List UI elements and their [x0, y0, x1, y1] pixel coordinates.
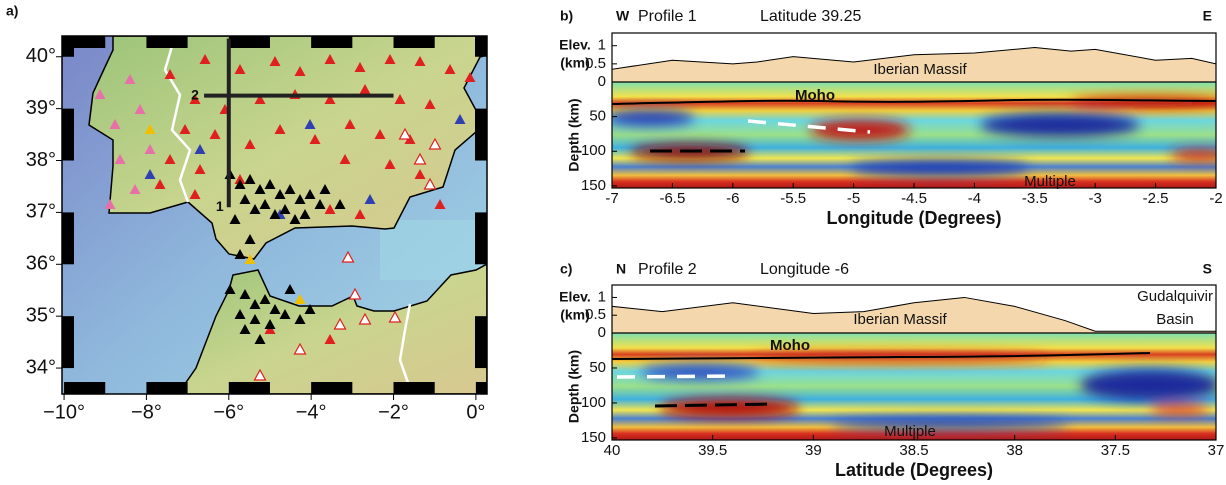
x-tick-label: −4°	[296, 401, 327, 423]
border-band	[62, 109, 74, 161]
x-axis-title: Longitude (Degrees)	[826, 208, 1001, 228]
x-tick-label: 39.5	[698, 442, 727, 459]
y-tick-label: 38°	[26, 149, 56, 171]
profile-label: 2	[191, 86, 199, 102]
x-tick-label: 38	[1006, 442, 1023, 459]
x-tick-label: 37	[1208, 442, 1225, 459]
border-band	[229, 382, 270, 394]
left-end: N	[616, 261, 626, 277]
section-image	[605, 82, 1226, 188]
y-tick-label: 150	[581, 429, 606, 446]
x-tick-label: -4.5	[901, 190, 927, 207]
border-band	[64, 382, 105, 394]
x-tick-label: -3.5	[1022, 190, 1048, 207]
border-band	[62, 212, 74, 264]
x-tick-label: 37.5	[1101, 442, 1130, 459]
border-band	[475, 316, 487, 368]
panel-label: a)	[6, 3, 18, 19]
y-tick-label: 36°	[26, 253, 56, 275]
border-band	[146, 36, 187, 48]
x-tick-label: -7	[605, 190, 618, 207]
border-band	[476, 382, 487, 394]
y-tick-label: 0	[598, 324, 606, 341]
x-tick-label: −8°	[131, 401, 162, 423]
border-band	[311, 382, 352, 394]
right-end: S	[1203, 261, 1212, 277]
y-tick-label: 39°	[26, 97, 56, 119]
y-tick-label: 0	[598, 73, 606, 90]
border-band	[62, 36, 74, 57]
border-band	[394, 36, 435, 48]
y-tick-label: 40°	[26, 45, 56, 67]
border-band	[229, 36, 270, 48]
elev-axis-title: Elev.	[559, 289, 591, 305]
border-band	[475, 36, 487, 57]
y-tick-label: 37°	[26, 201, 56, 223]
y-axis-title: Depth (km)	[566, 350, 582, 423]
border-band	[62, 316, 74, 368]
profile-title: Profile 2	[638, 261, 697, 278]
y-tick-label: 100	[581, 142, 606, 159]
y-tick-label: 1	[598, 288, 606, 305]
border-band	[311, 36, 352, 48]
x-tick-label: -6	[726, 190, 739, 207]
annotation: Moho	[770, 337, 810, 354]
x-tick-label: -2.5	[1143, 190, 1169, 207]
y-tick-label: 150	[581, 177, 606, 194]
border-band	[394, 382, 435, 394]
panel-label: b)	[560, 8, 573, 24]
annotation: Multiple	[884, 423, 936, 440]
elev-axis-title: (km)	[560, 307, 590, 323]
y-tick-label: 100	[581, 394, 606, 411]
annotation: Multiple	[1024, 173, 1076, 190]
annotation: Gudalquivir	[1137, 288, 1213, 305]
x-tick-label: 38.5	[899, 442, 928, 459]
y-axis-title: Depth (km)	[566, 98, 582, 171]
y-tick-label: 34°	[26, 356, 56, 378]
x-tick-label: -6.5	[659, 190, 685, 207]
x-tick-label: −6°	[213, 401, 244, 423]
y-tick-label: 50	[589, 108, 606, 125]
profile-subtitle: Latitude 39.25	[760, 8, 862, 25]
x-tick-label: -5.5	[780, 190, 806, 207]
x-tick-label: -2	[1209, 190, 1222, 207]
profile-subtitle: Longitude -6	[760, 261, 849, 278]
annotation: Iberian Massif	[873, 61, 967, 78]
y-tick-label: 50	[589, 359, 606, 376]
x-tick-label: -3	[1089, 190, 1102, 207]
x-tick-label: -4	[968, 190, 981, 207]
profile-label: 1	[216, 198, 224, 214]
annotation: Iberian Massif	[853, 311, 947, 328]
x-axis-title: Latitude (Degrees)	[835, 460, 993, 480]
annotation: Moho	[795, 87, 835, 104]
border-band	[146, 382, 187, 394]
border-band	[475, 212, 487, 264]
x-tick-label: 40	[604, 442, 621, 459]
x-tick-label: 39	[805, 442, 822, 459]
y-tick-label: 1	[598, 37, 606, 54]
elev-axis-title: (km)	[560, 55, 590, 71]
right-end: E	[1203, 8, 1212, 24]
x-tick-label: -5	[847, 190, 860, 207]
x-tick-label: −2°	[378, 401, 409, 423]
elev-axis-title: Elev.	[559, 37, 591, 53]
panel-label: c)	[560, 261, 572, 277]
y-tick-label: 35°	[26, 304, 56, 326]
border-band	[475, 109, 487, 161]
figure: a) −10° −8° −6° −4° −2° 0° 34° 35° 36° 37° 38° 39° 40…	[0, 0, 1226, 485]
x-tick-label: 0°	[466, 401, 485, 423]
x-tick-label: −10°	[43, 401, 85, 423]
profile-title: Profile 1	[638, 8, 697, 25]
left-end: W	[616, 8, 630, 24]
annotation: Basin	[1156, 311, 1194, 328]
